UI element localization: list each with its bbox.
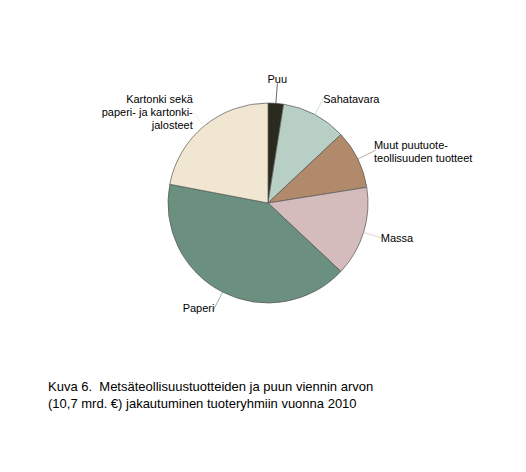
svg-text:Sahatavara: Sahatavara: [323, 93, 380, 105]
svg-text:Kartonki sekäpaperi- ja karton: Kartonki sekäpaperi- ja kartonki-jaloste…: [102, 93, 194, 131]
svg-text:Paperi: Paperi: [183, 302, 215, 314]
svg-text:Puu: Puu: [267, 73, 287, 85]
svg-text:Massa: Massa: [381, 232, 414, 244]
html-text:Kuva 6. Metsäteollisuustuottei: Kuva 6. Metsäteollisuustuotteiden ja puu…: [48, 379, 374, 394]
html-text:(10,7 mrd. €) jakautuminen tuo: (10,7 mrd. €) jakautuminen tuoteryhmiin …: [48, 396, 357, 411]
svg-text:Muut puutuote-teollisuuden tuo: Muut puutuote-teollisuuden tuotteet: [374, 139, 472, 164]
